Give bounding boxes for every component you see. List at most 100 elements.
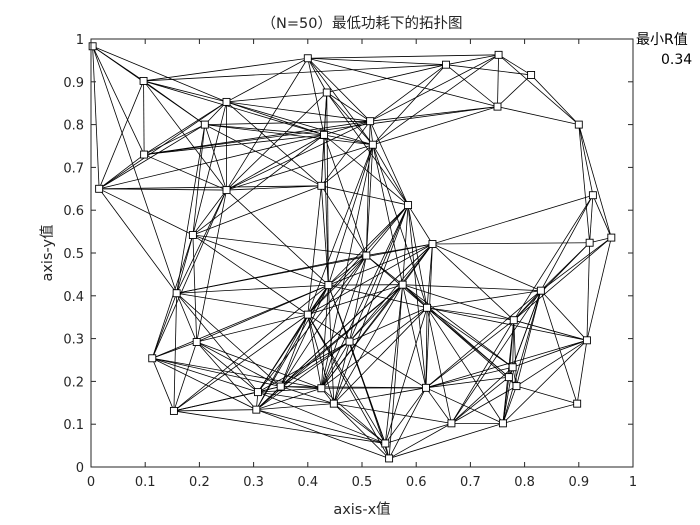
node-2 [95, 184, 104, 193]
edge-27-49 [384, 284, 404, 444]
edge-30-48 [426, 307, 504, 424]
edge-17-19 [578, 124, 612, 238]
edge-31-38 [513, 320, 517, 387]
edge-3-16 [144, 106, 498, 155]
edge-3-9 [144, 134, 325, 155]
edge-34-38 [516, 339, 588, 387]
edge-12-14 [372, 54, 499, 146]
edge-24-33 [349, 243, 433, 342]
edge-26-39 [320, 285, 329, 389]
min-r-label: 最小R值 [636, 32, 688, 48]
y-axis: 0 0.1 0.2 0.3 0.4 0.5 0.6 0.7 0.8 0.9 1 [63, 33, 633, 476]
edge-13-16 [445, 64, 498, 107]
edge-30-47 [426, 307, 452, 424]
edge-39-49 [321, 387, 386, 444]
node-17 [574, 120, 583, 129]
edge-14-16 [497, 54, 499, 107]
edge-7-13 [307, 57, 447, 66]
edge-18-20 [589, 195, 594, 243]
node-27 [398, 280, 407, 289]
edge-8-26 [326, 92, 329, 286]
min-r-value: 0.34 [661, 52, 693, 68]
edge-29-44 [255, 314, 309, 410]
edge-35-42 [152, 357, 259, 393]
edge-19-34 [586, 237, 612, 341]
edge-40-47 [425, 387, 452, 424]
edge-30-34 [426, 307, 588, 341]
node-10 [317, 181, 326, 190]
y-tick-label-2: 0.2 [63, 375, 84, 390]
edge-21-26 [192, 234, 329, 286]
edge-1-6 [143, 80, 227, 191]
node-20 [585, 238, 594, 247]
edge-6-35 [151, 189, 227, 359]
edge-33-39 [321, 341, 350, 389]
node-4 [222, 97, 231, 106]
edge-6-10 [226, 185, 322, 191]
edge-21-25 [192, 234, 367, 256]
edge-26-41 [280, 284, 329, 387]
edge-0-3 [92, 46, 145, 155]
edge-6-32 [196, 190, 227, 343]
node-40 [422, 383, 430, 392]
edge-18-19 [592, 195, 612, 238]
edge-20-34 [586, 242, 591, 341]
edge-35-41 [152, 357, 281, 387]
edge-26-45 [173, 284, 329, 412]
node-24 [428, 240, 437, 248]
edge-9-25 [323, 134, 367, 256]
edge-10-12 [321, 144, 374, 187]
edge-39-42 [257, 387, 322, 393]
edge-34-46 [576, 340, 588, 404]
edge-3-4 [143, 101, 227, 155]
edge-45-49 [173, 410, 386, 444]
edge-30-31 [426, 307, 514, 321]
edge-36-47 [451, 366, 513, 424]
edge-17-20 [578, 124, 591, 243]
edge-32-39 [196, 341, 322, 389]
edge-11-14 [369, 54, 499, 122]
node-41 [276, 382, 285, 391]
edge-0-2 [92, 46, 100, 189]
node-3 [140, 150, 149, 159]
edge-27-31 [402, 284, 514, 321]
edge-22-35 [151, 293, 178, 359]
edge-5-10 [204, 124, 322, 187]
node-49 [381, 439, 390, 448]
edge-23-25 [366, 204, 409, 256]
edge-27-36 [402, 284, 513, 368]
edge-33-50 [349, 341, 390, 459]
node-15 [527, 71, 536, 79]
edge-9-11 [323, 120, 371, 136]
chart-title: （N=50）最低功耗下的拓扑图 [262, 15, 463, 32]
edge-38-47 [451, 385, 517, 424]
edge-28-46 [540, 290, 578, 404]
edge-38-48 [502, 385, 517, 424]
y-axis-label: axis-y值 [39, 224, 56, 281]
edge-14-17 [498, 54, 580, 125]
node-35 [148, 354, 157, 363]
edge-1-2 [98, 80, 144, 189]
edge-29-50 [307, 314, 390, 459]
edge-48-50 [388, 422, 504, 459]
plot-area [91, 39, 633, 467]
edge-28-30 [426, 290, 541, 309]
edge-27-43 [333, 284, 403, 404]
edge-6-12 [226, 144, 373, 191]
node-37 [504, 373, 513, 382]
edge-0-22 [92, 46, 178, 294]
edge-24-40 [425, 243, 433, 388]
edge-28-48 [502, 290, 542, 424]
x-axis-label: axis-x值 [333, 501, 390, 518]
edge-29-49 [307, 314, 386, 444]
edge-33-43 [333, 341, 350, 404]
edge-29-39 [307, 314, 322, 389]
edge-6-7 [226, 58, 309, 191]
edge-6-8 [226, 92, 328, 191]
x-tick-label-5: 0.5 [352, 475, 373, 490]
edge-7-9 [307, 58, 325, 135]
edge-7-16 [307, 57, 498, 108]
node-12 [368, 140, 377, 149]
edge-31-40 [425, 319, 515, 389]
